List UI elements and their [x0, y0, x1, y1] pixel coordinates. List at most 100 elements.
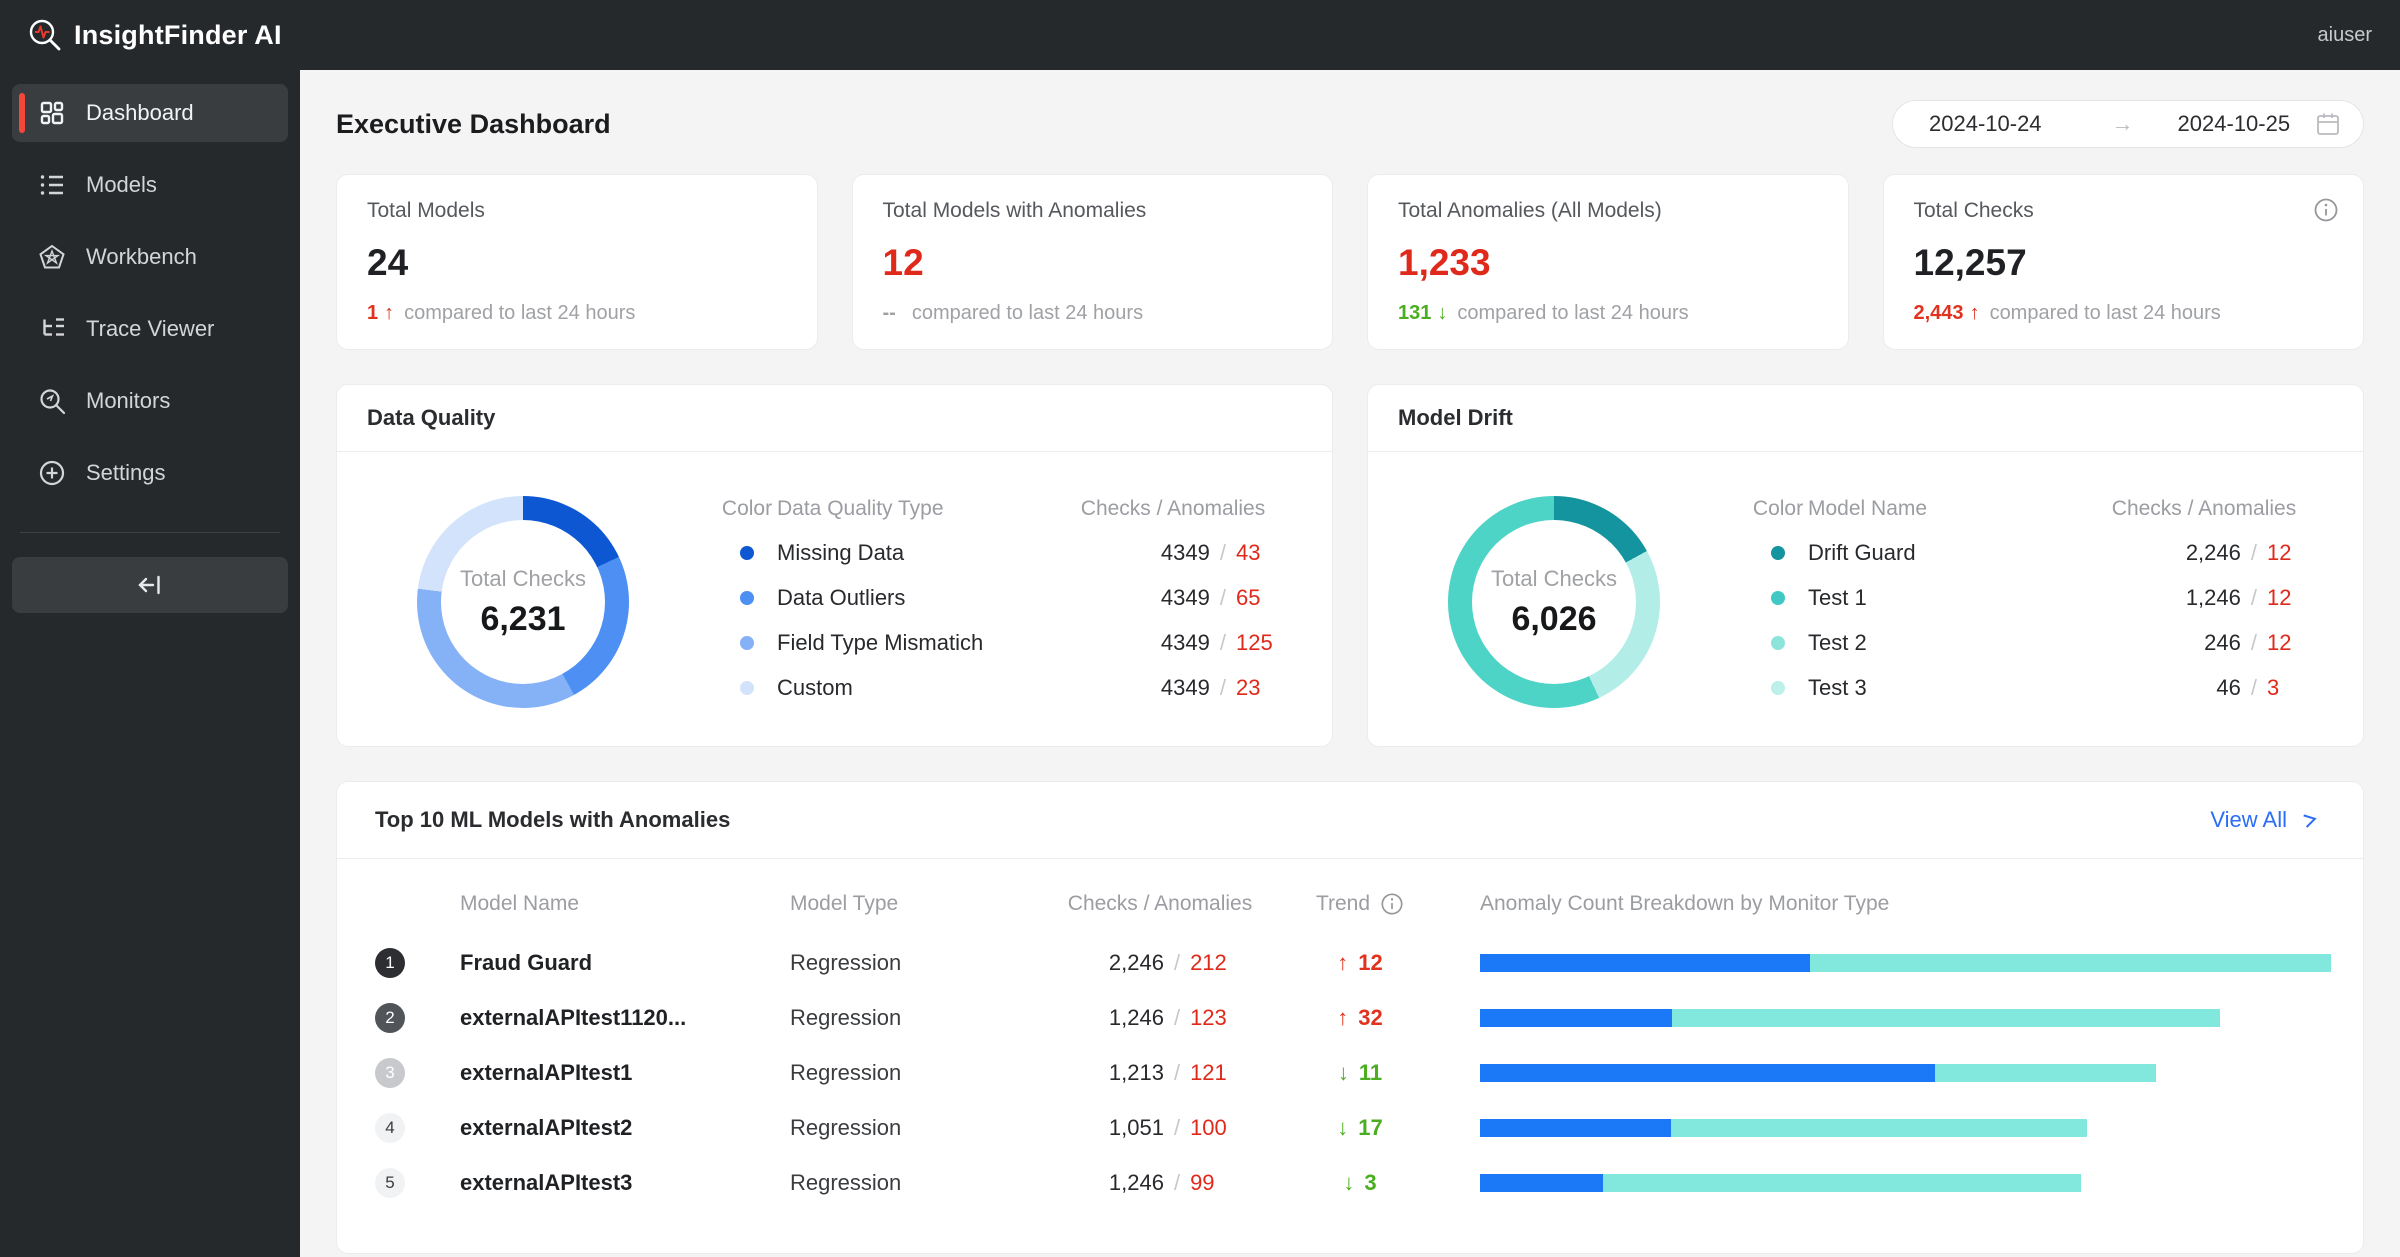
stat-title: Total Checks — [1913, 199, 2034, 222]
delta-suffix: compared to last 24 hours — [1989, 302, 2221, 324]
legend-row: Test 2 246/12 — [1748, 620, 2319, 665]
trend-cell: ↓ 17 — [1337, 1114, 1383, 1140]
anomaly-breakdown-bar — [1480, 1008, 2331, 1027]
legend-header-color: Color — [721, 497, 773, 520]
legend-color-dot — [740, 545, 754, 560]
legend-color-dot — [1771, 545, 1785, 560]
stat-title: Total Anomalies (All Models) — [1398, 199, 1662, 222]
table-row[interactable]: 1 Fraud Guard Regression 2,246/212 ↑ 12 — [375, 935, 2331, 990]
stat-value: 1,233 — [1398, 242, 1491, 283]
delta-suffix: compared to last 24 hours — [404, 302, 636, 324]
stat-card-total-checks: Total Checks 12,257 2,443 ↑ compared to … — [1882, 174, 2364, 350]
donut-center-label: Total Checks — [1491, 565, 1617, 591]
delta-value: 2,443 — [1913, 302, 1964, 324]
sidebar-item-monitors[interactable]: Monitors — [12, 372, 288, 430]
legend-row: Test 1 1,246/12 — [1748, 575, 2319, 620]
stat-cards-row: Total Models 24 1 ↑ compared to last 24 … — [336, 174, 2364, 350]
legend-row: Drift Guard 2,246/12 — [1748, 530, 2319, 575]
model-drift-donut-chart: Total Checks 6,026 — [1448, 496, 1660, 708]
col-header-checks-anomalies: Checks / Anomalies — [1067, 892, 1253, 915]
top-bar: InsightFinder AI aiuser — [0, 0, 2400, 70]
trend-info-icon[interactable] — [1380, 892, 1404, 916]
info-icon[interactable] — [2313, 197, 2339, 223]
delta-arrow-icon: ↓ — [1437, 302, 1448, 324]
user-name[interactable]: aiuser — [2317, 23, 2372, 46]
donut-center-value: 6,026 — [1511, 599, 1597, 638]
date-range-arrow-icon: → — [2111, 111, 2134, 136]
workbench-pentagon-icon — [38, 243, 66, 271]
sidebar-item-label: Monitors — [86, 388, 171, 413]
rank-badge: 5 — [375, 1167, 405, 1198]
sidebar-item-label: Dashboard — [86, 100, 194, 125]
sidebar-item-models[interactable]: Models — [12, 156, 288, 214]
logo-magnifier-pulse-icon — [28, 18, 62, 52]
sidebar-item-settings[interactable]: Settings — [12, 444, 288, 502]
table-row[interactable]: 2 externalAPItest1120... Regression 1,24… — [375, 990, 2331, 1045]
legend-color-dot — [1771, 590, 1785, 605]
date-end[interactable]: 2024-10-25 — [2177, 111, 2291, 136]
models-list-icon — [38, 171, 66, 199]
sidebar-item-label: Workbench — [86, 244, 197, 269]
sidebar-item-label: Models — [86, 172, 157, 197]
anomaly-breakdown-bar — [1480, 953, 2331, 972]
donut-center-label: Total Checks — [460, 565, 586, 591]
col-header-trend: Trend — [1280, 892, 1440, 916]
active-accent-bar — [19, 93, 25, 133]
trend-arrow-icon: ↓ — [1337, 1059, 1349, 1085]
view-all-link[interactable]: View All — [2210, 807, 2321, 833]
legend-row: Field Type Mismatich 4349/125 — [717, 620, 1288, 665]
trend-arrow-icon: ↑ — [1337, 949, 1349, 975]
legend-color-dot — [1771, 680, 1785, 695]
data-quality-legend: Color Data Quality Type Checks / Anomali… — [717, 488, 1288, 710]
sidebar-divider — [20, 532, 280, 533]
sidebar-collapse-button[interactable] — [12, 557, 288, 613]
sidebar-item-dashboard[interactable]: Dashboard — [12, 84, 288, 142]
trend-cell: ↑ 12 — [1337, 949, 1383, 975]
legend-color-dot — [740, 635, 754, 650]
trend-cell: ↓ 3 — [1343, 1169, 1377, 1195]
sidebar-item-trace-viewer[interactable]: Trace Viewer — [12, 300, 288, 358]
delta-value: 131 — [1398, 302, 1432, 324]
table-row[interactable]: 5 externalAPItest3 Regression 1,246/99 ↓… — [375, 1155, 2331, 1210]
rank-badge: 2 — [375, 1002, 405, 1033]
sidebar-item-workbench[interactable]: Workbench — [12, 228, 288, 286]
stat-delta: 131 ↓ compared to last 24 hours — [1398, 302, 1818, 325]
delta-value: -- — [882, 302, 896, 324]
date-range-picker[interactable]: 2024-10-24 → 2024-10-25 — [1892, 100, 2364, 148]
sidebar-item-label: Settings — [86, 460, 166, 485]
stat-title: Total Models with Anomalies — [882, 199, 1147, 222]
legend-color-dot — [740, 680, 754, 695]
donut-center-value: 6,231 — [480, 599, 566, 638]
stat-card-total-models: Total Models 24 1 ↑ compared to last 24 … — [336, 174, 818, 350]
table-row[interactable]: 3 externalAPItest1 Regression 1,213/121 … — [375, 1045, 2331, 1100]
stat-value: 24 — [367, 242, 409, 283]
brand-name: InsightFinder AI — [74, 19, 282, 50]
legend-header-type: Model Name — [1808, 497, 1928, 520]
rank-badge: 1 — [375, 947, 405, 978]
sidebar: Dashboard Models Workbench Trace Viewer — [0, 70, 300, 1257]
delta-value: 1 — [367, 302, 379, 324]
model-drift-legend: Color Model Name Checks / Anomalies Drif… — [1748, 488, 2319, 710]
legend-row: Test 3 46/3 — [1748, 665, 2319, 710]
stat-value: 12 — [882, 242, 924, 283]
stat-card-total-anomalies: Total Anomalies (All Models) 1,233 131 ↓… — [1367, 174, 1849, 350]
legend-row: Custom 4349/23 — [717, 665, 1288, 710]
legend-row: Data Outliers 4349/65 — [717, 575, 1288, 620]
calendar-icon[interactable] — [2315, 111, 2341, 137]
legend-header-color: Color — [1752, 497, 1804, 520]
trend-arrow-icon: ↓ — [1343, 1169, 1355, 1195]
date-start[interactable]: 2024-10-24 — [1929, 111, 2042, 136]
top-models-card: Top 10 ML Models with Anomalies View All… — [336, 781, 2364, 1254]
sidebar-item-label: Trace Viewer — [86, 316, 215, 341]
anomaly-breakdown-bar — [1480, 1118, 2331, 1137]
col-header-breakdown: Anomaly Count Breakdown by Monitor Type — [1480, 892, 1890, 915]
legend-row: Missing Data 4349/43 — [717, 530, 1288, 575]
stat-delta: 2,443 ↑ compared to last 24 hours — [1914, 302, 2334, 325]
table-row[interactable]: 4 externalAPItest2 Regression 1,051/100 … — [375, 1100, 2331, 1155]
trend-arrow-icon: ↑ — [1337, 1004, 1349, 1030]
anomaly-breakdown-bar — [1480, 1063, 2331, 1082]
rank-badge: 3 — [375, 1057, 405, 1088]
legend-header-nums: Checks / Anomalies — [2111, 497, 2297, 520]
col-header-model-type: Model Type — [790, 892, 899, 915]
data-quality-card: Data Quality Total Checks 6,231 Color Da… — [336, 384, 1333, 747]
